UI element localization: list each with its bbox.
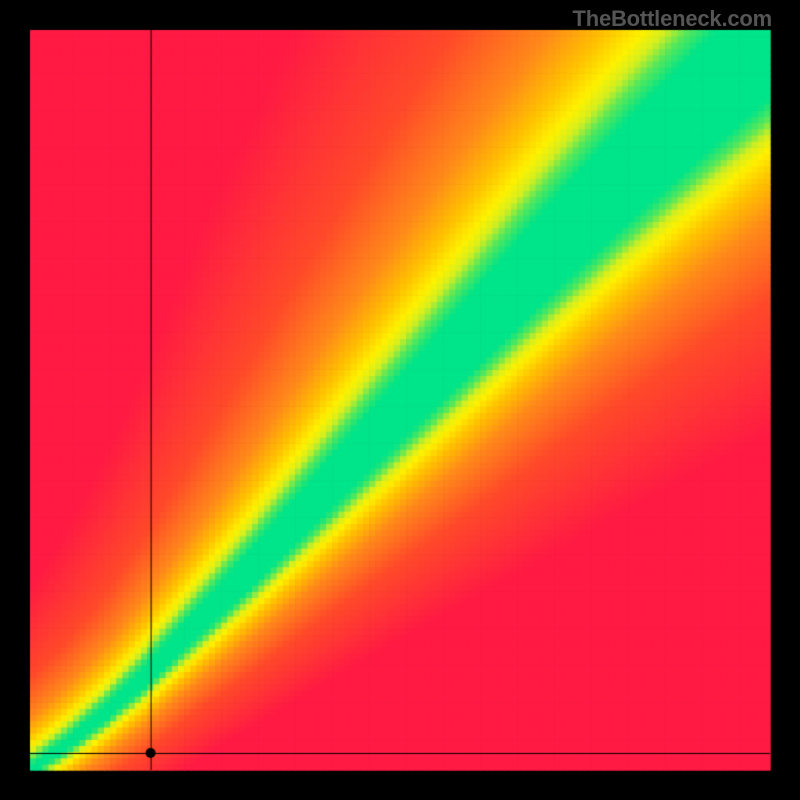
- chart-container: TheBottleneck.com: [0, 0, 800, 800]
- bottleneck-heatmap-canvas: [0, 0, 800, 800]
- watermark-text: TheBottleneck.com: [572, 6, 772, 32]
